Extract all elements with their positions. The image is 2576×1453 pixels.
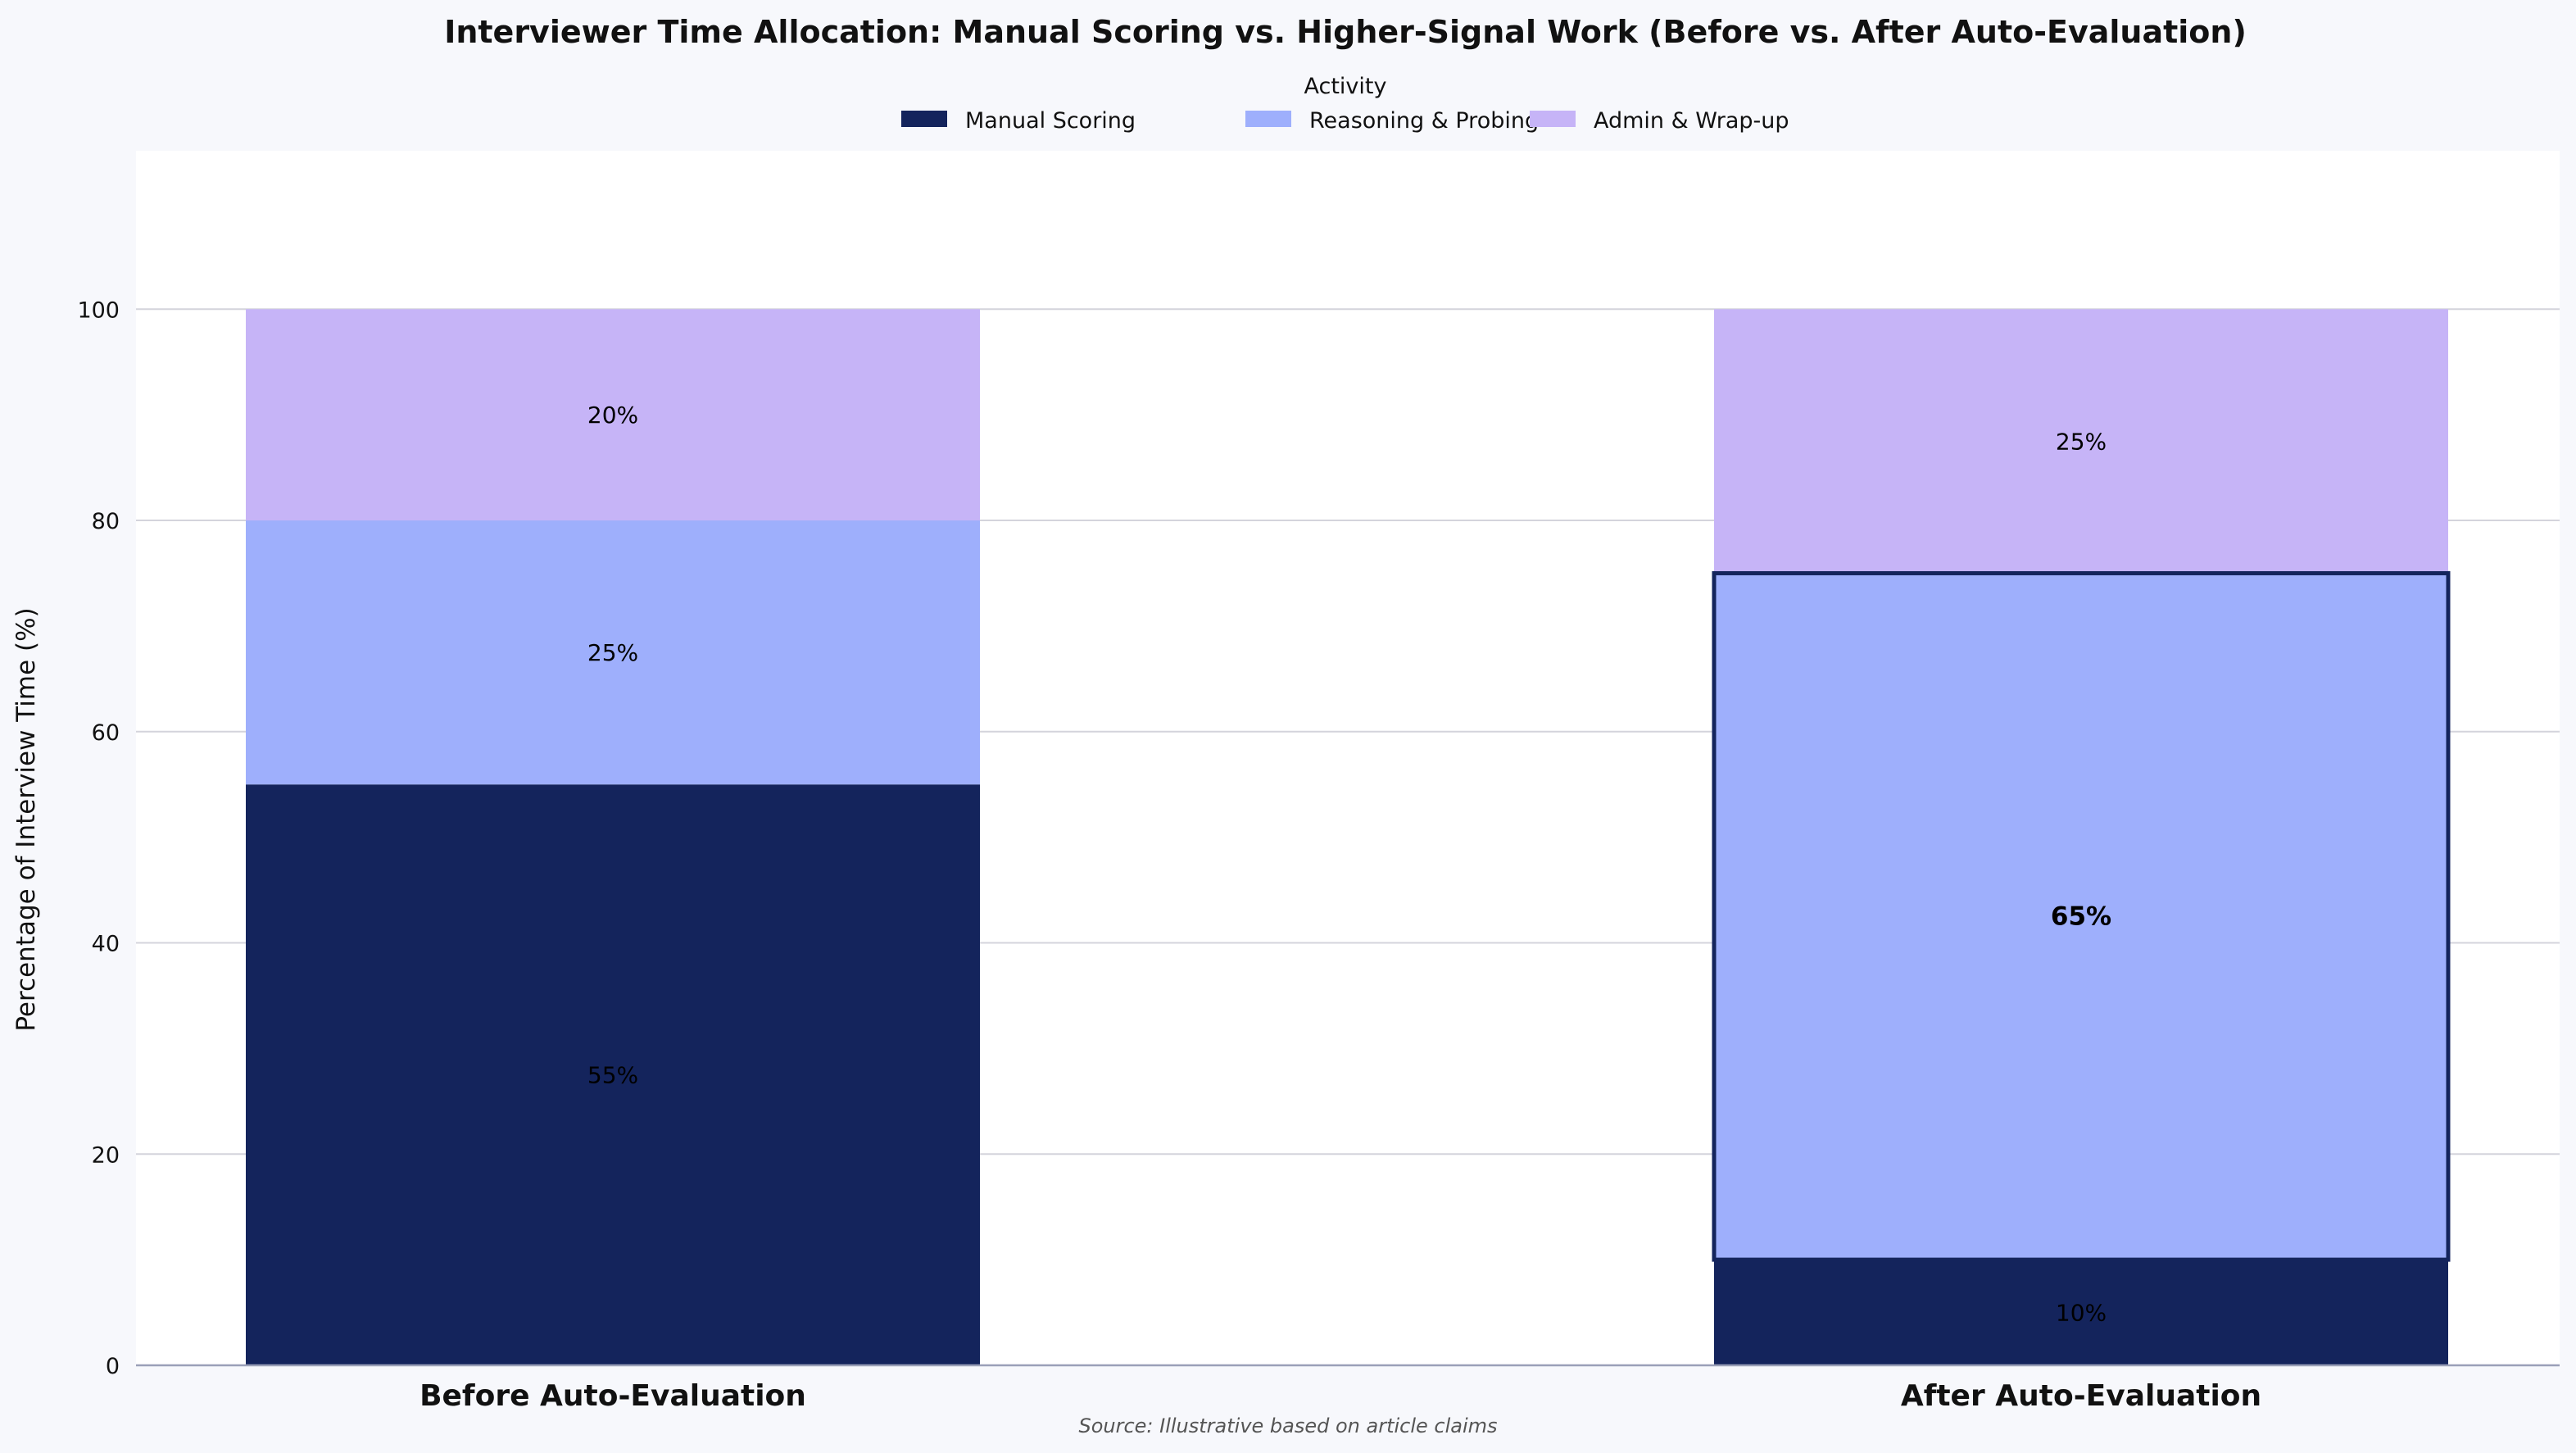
x-tick-label: Before Auto-Evaluation [420,1379,806,1413]
y-tick-label: 20 [92,1142,120,1168]
legend-label: Manual Scoring [965,108,1136,134]
legend-swatch [1245,111,1291,127]
bar-segment [1714,573,2448,1260]
y-tick-label: 0 [106,1354,120,1379]
source-note: Source: Illustrative based on article cl… [1078,1414,1497,1437]
y-tick-label: 100 [77,297,120,323]
data-label: 55% [587,1062,638,1089]
highlight-outline [1712,570,2451,1262]
bar-segment [246,309,980,521]
legend-label: Reasoning & Probing [1309,108,1539,134]
data-label: 20% [587,402,638,429]
data-label: 25% [587,639,638,666]
y-tick-label: 80 [92,509,120,534]
bar-segment [246,784,980,1365]
data-label: 65% [2051,901,2111,931]
legend: Activity Manual Scoring Reasoning & Probi… [901,74,1789,134]
data-label: 25% [2056,428,2107,455]
legend-swatch [901,111,947,127]
bar-segment [246,520,980,785]
chart-title: Interviewer Time Allocation: Manual Scor… [444,14,2247,50]
bar-segment [1714,1260,2448,1365]
legend-swatch [1530,111,1576,127]
data-label: 10% [2056,1300,2107,1327]
legend-title: Activity [1304,74,1387,99]
x-tick-label: After Auto-Evaluation [1901,1379,2261,1413]
bar-segment [1714,309,2448,574]
y-tick-label: 60 [92,720,120,746]
y-axis-label: Percentage of Interview Time (%) [11,607,41,1031]
legend-label: Admin & Wrap-up [1594,108,1789,134]
y-tick-label: 40 [92,932,120,957]
